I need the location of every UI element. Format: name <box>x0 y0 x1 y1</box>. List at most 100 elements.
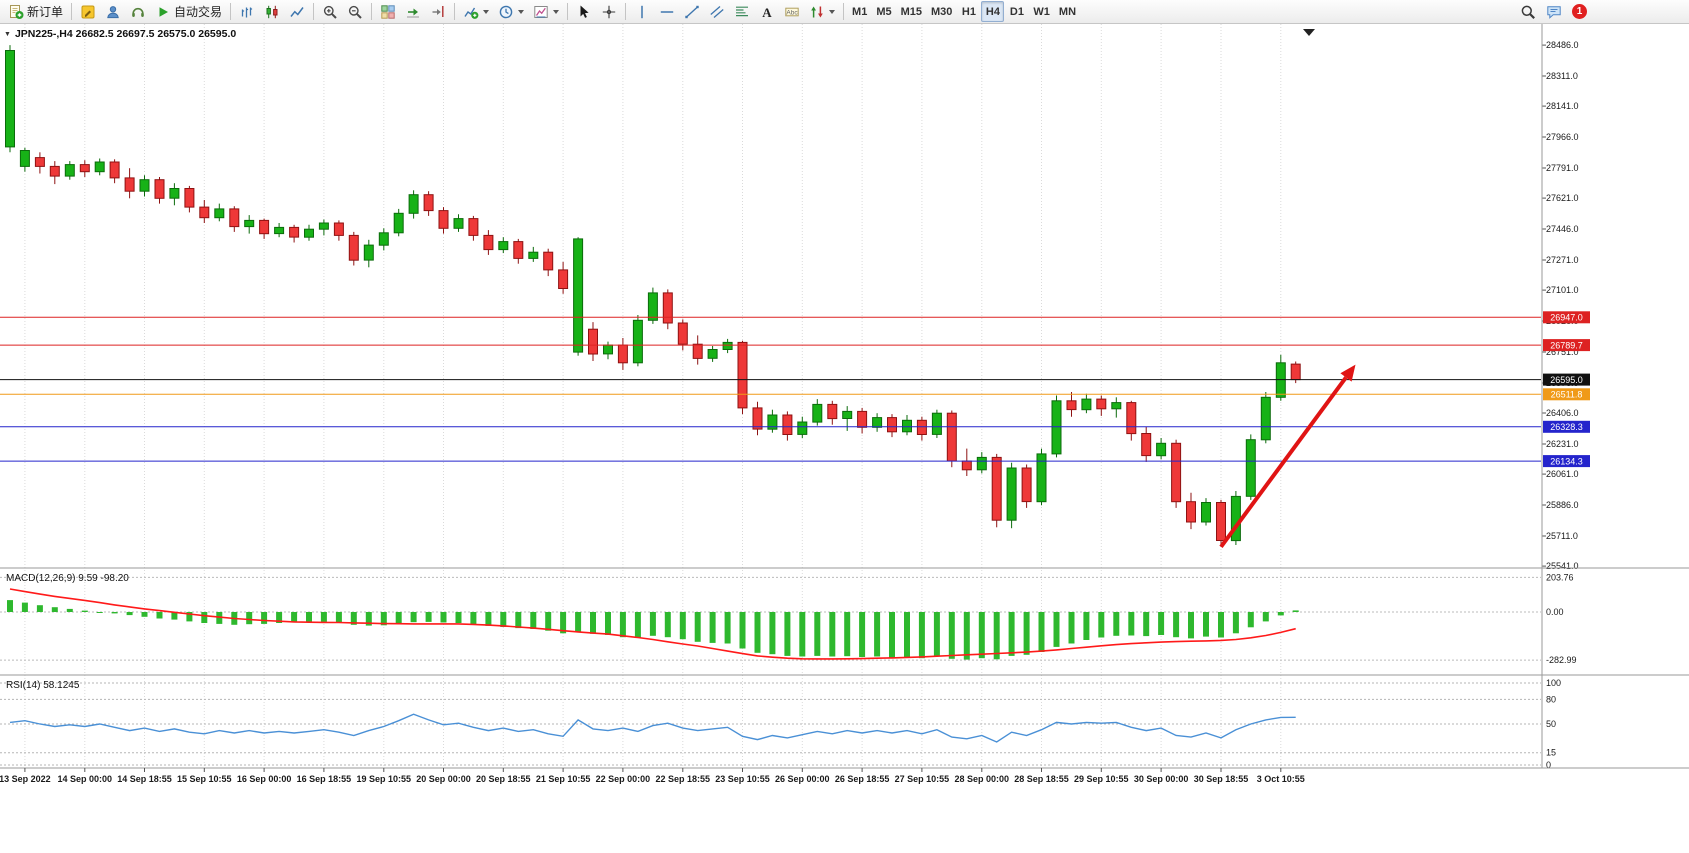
tf-h4-button-label: H4 <box>985 5 1000 18</box>
candlestick-chart-button[interactable] <box>260 1 284 22</box>
profile-button[interactable] <box>101 1 125 22</box>
templates-icon <box>533 4 549 20</box>
tf-m5-button[interactable]: M5 <box>872 1 895 22</box>
toolbar-left: 新订单 自动交易 A Abc M1 M5 M15 M30 H1 H4 D1 W1 MN <box>4 1 1080 22</box>
cursor-icon <box>576 4 592 20</box>
svg-text:20 Sep 00:00: 20 Sep 00:00 <box>416 774 471 784</box>
chart-window[interactable]: 28486.0 28311.0 28141.0 27966.0 27791.0 27621… <box>0 24 1689 853</box>
search-icon <box>1520 4 1536 20</box>
svg-text:28311.0: 28311.0 <box>1546 71 1578 81</box>
vertical-line-button[interactable] <box>630 1 654 22</box>
bars-chart-icon <box>239 4 255 20</box>
toolbar-right: 1 <box>1516 1 1685 22</box>
svg-text:27446.0: 27446.0 <box>1546 224 1579 234</box>
tf-m5-button-label: M5 <box>876 5 892 18</box>
trendline-button[interactable] <box>680 1 704 22</box>
new-order-button[interactable]: 新订单 <box>4 1 67 22</box>
tf-mn-button-label: MN <box>1058 5 1077 18</box>
crosshair-button[interactable] <box>597 1 621 22</box>
svg-text:27271.0: 27271.0 <box>1546 255 1579 265</box>
tf-mn-button[interactable]: MN <box>1055 1 1080 22</box>
zoom-out-icon <box>347 4 363 20</box>
tf-d1-button-label: D1 <box>1009 5 1024 18</box>
zoom-in-button[interactable] <box>318 1 342 22</box>
dropdown-caret-icon <box>829 9 836 14</box>
symbol-dropdown-icon[interactable]: ▼ <box>4 30 11 38</box>
svg-text:27791.0: 27791.0 <box>1546 163 1579 173</box>
chart-title: JPN225-,H4 26682.5 26697.5 26575.0 26595… <box>14 28 237 40</box>
zoom-out-button[interactable] <box>343 1 367 22</box>
cursor-button[interactable] <box>572 1 596 22</box>
toolbar-separator <box>625 3 627 20</box>
tile-windows-button[interactable] <box>376 1 400 22</box>
svg-text:A: A <box>762 4 772 19</box>
svg-text:15 Sep 10:55: 15 Sep 10:55 <box>177 774 232 784</box>
tf-w1-button[interactable]: W1 <box>1029 1 1054 22</box>
autoscroll-icon <box>405 4 421 20</box>
autotrading-button[interactable]: 自动交易 <box>151 1 226 22</box>
toolbar-separator <box>230 3 232 20</box>
tf-d1-button[interactable]: D1 <box>1005 1 1028 22</box>
svg-text:25541.0: 25541.0 <box>1546 561 1579 571</box>
chat-button[interactable] <box>1542 1 1566 22</box>
svg-text:20 Sep 18:55: 20 Sep 18:55 <box>476 774 531 784</box>
svg-text:80: 80 <box>1546 694 1556 704</box>
bar-chart-button[interactable] <box>235 1 259 22</box>
chat-icon <box>1546 4 1562 20</box>
svg-text:26751.0: 26751.0 <box>1546 347 1579 357</box>
svg-text:26406.0: 26406.0 <box>1546 408 1579 418</box>
chart-shift-button[interactable] <box>426 1 450 22</box>
tf-h4-button[interactable]: H4 <box>981 1 1005 22</box>
line-chart-button[interactable] <box>285 1 309 22</box>
new-order-icon <box>8 4 24 20</box>
horizontal-line-button[interactable] <box>655 1 679 22</box>
search-button[interactable] <box>1516 1 1540 22</box>
text-label-button[interactable]: Abc <box>780 1 804 22</box>
play-icon <box>155 4 171 20</box>
text-button[interactable]: A <box>755 1 779 22</box>
crosshair-icon <box>601 4 617 20</box>
arrows-icon <box>809 4 825 20</box>
chart-title-row: ▼ JPN225-,H4 26682.5 26697.5 26575.0 265… <box>4 28 236 40</box>
tf-h1-button-label: H1 <box>961 5 976 18</box>
channel-button[interactable] <box>705 1 729 22</box>
channel-icon <box>709 4 725 20</box>
svg-text:27101.0: 27101.0 <box>1546 285 1579 295</box>
toolbar-separator <box>371 3 373 20</box>
fibonacci-button[interactable] <box>730 1 754 22</box>
experts-button[interactable] <box>126 1 150 22</box>
svg-text:3 Oct 10:55: 3 Oct 10:55 <box>1257 774 1305 784</box>
chart-canvas[interactable]: 28486.0 28311.0 28141.0 27966.0 27791.0 27621… <box>0 24 1689 853</box>
svg-text:13 Sep 2022: 13 Sep 2022 <box>0 774 51 784</box>
periods-button[interactable] <box>494 1 528 22</box>
tf-m15-button[interactable]: M15 <box>897 1 926 22</box>
tf-h1-button[interactable]: H1 <box>957 1 980 22</box>
candles-chart-icon <box>264 4 280 20</box>
chart-shift-icon <box>430 4 446 20</box>
svg-text:22 Sep 00:00: 22 Sep 00:00 <box>596 774 651 784</box>
svg-text:26 Sep 00:00: 26 Sep 00:00 <box>775 774 830 784</box>
svg-text:30 Sep 18:55: 30 Sep 18:55 <box>1194 774 1249 784</box>
indicators-button[interactable] <box>459 1 493 22</box>
dropdown-caret-icon <box>553 9 560 14</box>
notifications-button[interactable]: 1 <box>1568 1 1591 22</box>
svg-text:25711.0: 25711.0 <box>1546 531 1578 541</box>
templates-button[interactable] <box>529 1 563 22</box>
svg-text:28 Sep 00:00: 28 Sep 00:00 <box>955 774 1010 784</box>
svg-text:29 Sep 10:55: 29 Sep 10:55 <box>1074 774 1129 784</box>
svg-text:27 Sep 10:55: 27 Sep 10:55 <box>895 774 950 784</box>
svg-text:26134.3: 26134.3 <box>1550 456 1583 466</box>
line-chart-icon <box>289 4 305 20</box>
tf-m30-button[interactable]: M30 <box>927 1 956 22</box>
toolbar-separator <box>454 3 456 20</box>
svg-text:21 Sep 10:55: 21 Sep 10:55 <box>536 774 591 784</box>
svg-text:26789.7: 26789.7 <box>1550 340 1583 350</box>
profile-icon <box>105 4 121 20</box>
svg-text:203.76: 203.76 <box>1546 572 1574 582</box>
auto-scroll-button[interactable] <box>401 1 425 22</box>
metaeditor-button[interactable] <box>76 1 100 22</box>
tf-m1-button[interactable]: M1 <box>848 1 871 22</box>
arrows-button[interactable] <box>805 1 839 22</box>
notification-count-badge: 1 <box>1572 4 1587 19</box>
svg-text:27621.0: 27621.0 <box>1546 193 1579 203</box>
